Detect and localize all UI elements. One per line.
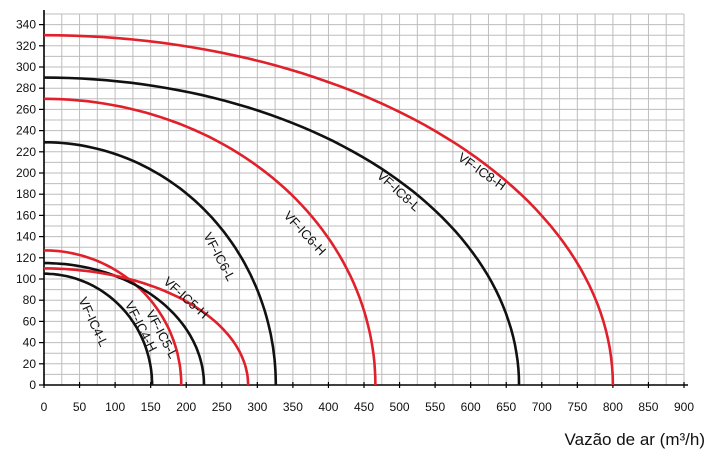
x-tick-label: 100 <box>105 400 125 414</box>
x-tick-label: 800 <box>603 400 623 414</box>
y-tick-label: 180 <box>16 187 36 201</box>
series-label: VF-IC8-H <box>455 150 509 194</box>
x-tick-label: 600 <box>461 400 481 414</box>
x-tick-label: 700 <box>532 400 552 414</box>
x-axis-title: Vazão de ar (m³/h) <box>565 430 705 449</box>
y-tick-label: 320 <box>16 39 36 53</box>
y-tick-label: 0 <box>29 378 36 392</box>
x-tick-label: 750 <box>567 400 587 414</box>
x-tick-label: 300 <box>247 400 267 414</box>
series-curve-vf-ic6-h <box>43 97 377 386</box>
x-tick-label: 50 <box>73 400 87 414</box>
y-tick-label: 120 <box>16 251 36 265</box>
x-tick-label: 850 <box>638 400 658 414</box>
y-tick-label: 100 <box>16 272 36 286</box>
x-tick-label: 200 <box>176 400 196 414</box>
x-tick-label: 550 <box>425 400 445 414</box>
y-tick-label: 240 <box>16 124 36 138</box>
series-label: VF-IC6-L <box>200 230 238 284</box>
x-tick-label: 450 <box>354 400 374 414</box>
y-tick-label: 140 <box>16 230 36 244</box>
y-tick-label: 40 <box>23 336 37 350</box>
series-curve-vf-ic6-l <box>44 141 278 386</box>
y-tick-label: 280 <box>16 81 36 95</box>
series-curve-vf-ic4-h <box>44 249 183 385</box>
series-curve-vf-ic8-h <box>43 33 615 386</box>
y-tick-label: 220 <box>16 145 36 159</box>
y-tick-label: 260 <box>16 102 36 116</box>
series-curve-vf-ic5-h <box>44 267 250 386</box>
x-tick-label: 0 <box>41 400 48 414</box>
x-tick-label: 400 <box>318 400 338 414</box>
y-tick-label: 160 <box>16 208 36 222</box>
y-tick-label: 200 <box>16 166 36 180</box>
y-tick-label: 20 <box>23 357 37 371</box>
y-tick-label: 300 <box>16 60 36 74</box>
x-tick-label: 350 <box>283 400 303 414</box>
y-tick-label: 80 <box>23 293 37 307</box>
y-tick-label: 60 <box>23 314 37 328</box>
x-tick-label: 650 <box>496 400 516 414</box>
x-tick-label: 900 <box>674 400 694 414</box>
x-tick-label: 500 <box>390 400 410 414</box>
x-tick-label: 250 <box>212 400 232 414</box>
series-curve-vf-ic5-l <box>44 261 206 386</box>
series-curve-vf-ic4-l <box>44 272 154 385</box>
series-curve-vf-ic8-l <box>43 76 521 386</box>
x-tick-label: 150 <box>141 400 161 414</box>
y-tick-label: 340 <box>16 18 36 32</box>
